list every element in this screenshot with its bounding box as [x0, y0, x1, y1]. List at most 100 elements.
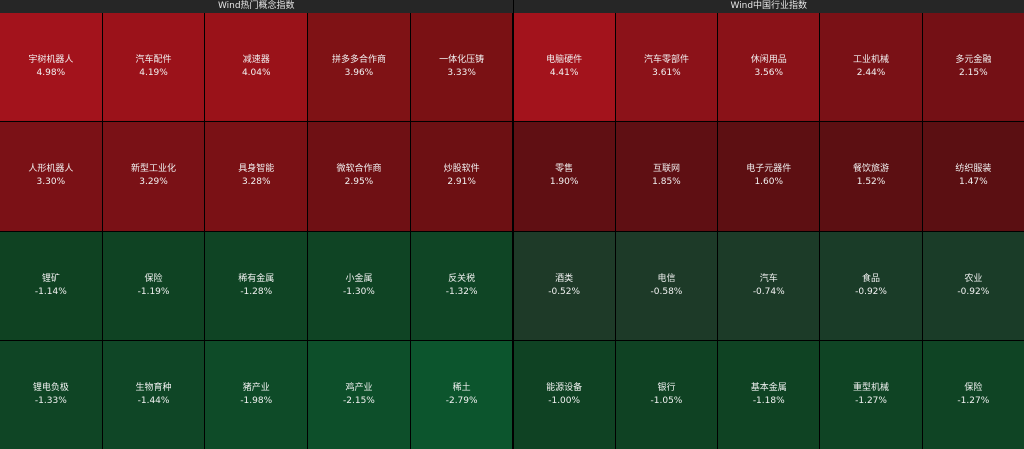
tile-name: 农业: [964, 273, 983, 284]
index-tile[interactable]: 小金属 -1.30%: [308, 231, 410, 340]
tile-change: 4.04%: [241, 68, 271, 79]
tile-change: -1.18%: [752, 395, 785, 406]
index-tile[interactable]: 工业机械 2.44%: [820, 13, 922, 122]
index-tile[interactable]: 锂矿 -1.14%: [0, 231, 102, 340]
tile-change: -0.58%: [650, 286, 683, 297]
index-tile[interactable]: 电信 -0.58%: [615, 231, 718, 340]
tile-name: 锂电负极: [32, 382, 69, 393]
tile-name: 反关税: [448, 273, 476, 284]
index-tile[interactable]: 保险 -1.19%: [102, 231, 205, 340]
tile-change: -0.52%: [548, 286, 581, 297]
tile-name: 保险: [964, 382, 983, 393]
tile-name: 零售: [555, 164, 574, 175]
index-tile[interactable]: 食品 -0.92%: [820, 231, 922, 340]
tile-change: 3.28%: [241, 177, 271, 188]
tile-change: 1.90%: [549, 177, 579, 188]
tile-change: 1.85%: [652, 177, 681, 188]
index-tile[interactable]: 休闲用品 3.56%: [718, 13, 820, 122]
tile-change: -1.19%: [137, 286, 170, 297]
tile-name: 宇树机器人: [28, 55, 74, 66]
tile-name: 稀有金属: [238, 273, 275, 284]
tile-name: 保险: [144, 273, 163, 284]
industry-index-panel: Wind中国行业指数 电脑硬件 4.41% 汽车零部件 3.61% 休闲用品 3.56% 工…: [512, 0, 1024, 449]
tile-name: 稀土: [452, 382, 471, 393]
tile-change: -1.44%: [137, 395, 170, 406]
tile-change: -0.92%: [855, 286, 887, 297]
index-tile[interactable]: 反关税 -1.32%: [410, 231, 513, 340]
tile-change: 3.29%: [139, 177, 168, 188]
tile-change: 2.15%: [959, 68, 988, 79]
tile-change: 1.60%: [754, 177, 784, 188]
index-tile[interactable]: 零售 1.90%: [513, 122, 615, 231]
index-tile[interactable]: 新型工业化 3.29%: [102, 122, 205, 231]
index-tile[interactable]: 能源设备 -1.00%: [513, 340, 615, 449]
tile-name: 拼多多合作商: [331, 55, 386, 66]
index-tile[interactable]: 具身智能 3.28%: [205, 122, 308, 231]
tile-change: 2.95%: [344, 177, 374, 188]
tile-change: 4.98%: [36, 68, 66, 79]
tile-name: 具身智能: [238, 164, 275, 175]
index-tile[interactable]: 稀有金属 -1.28%: [205, 231, 308, 340]
index-tile[interactable]: 纺织服装 1.47%: [922, 122, 1024, 231]
tile-change: -1.14%: [34, 286, 67, 297]
index-tile[interactable]: 鸡产业 -2.15%: [308, 340, 410, 449]
tile-change: -1.28%: [240, 286, 273, 297]
tile-change: 4.41%: [549, 68, 579, 79]
tile-name: 重型机械: [853, 382, 890, 393]
index-tile[interactable]: 锂电负极 -1.33%: [0, 340, 102, 449]
tile-change: 4.19%: [139, 68, 168, 79]
tile-name: 汽车: [759, 273, 778, 284]
index-tile[interactable]: 宇树机器人 4.98%: [0, 13, 102, 122]
tile-name: 电子元器件: [746, 164, 792, 175]
index-tile[interactable]: 汽车零部件 3.61%: [615, 13, 718, 122]
index-tile[interactable]: 一体化压铸 3.33%: [410, 13, 513, 122]
tile-name: 猪产业: [242, 382, 270, 393]
index-tile[interactable]: 生物育种 -1.44%: [102, 340, 205, 449]
tile-name: 餐饮旅游: [853, 164, 890, 175]
index-tile[interactable]: 餐饮旅游 1.52%: [820, 122, 922, 231]
tile-change: -1.32%: [445, 286, 478, 297]
concept-index-grid: 宇树机器人 4.98% 汽车配件 4.19% 减速器 4.04% 拼多多合作商 3.96% 一体…: [0, 13, 513, 449]
tile-name: 小金属: [345, 273, 373, 284]
index-tile[interactable]: 汽车 -0.74%: [718, 231, 820, 340]
tile-name: 酒类: [555, 273, 574, 284]
index-tile[interactable]: 农业 -0.92%: [922, 231, 1024, 340]
tile-change: -2.79%: [445, 395, 478, 406]
panel-title: Wind中国行业指数: [513, 0, 1024, 13]
index-tile[interactable]: 基本金属 -1.18%: [718, 340, 820, 449]
index-tile[interactable]: 电子元器件 1.60%: [718, 122, 820, 231]
index-tile[interactable]: 猪产业 -1.98%: [205, 340, 308, 449]
tile-change: -0.74%: [752, 286, 785, 297]
index-tile[interactable]: 互联网 1.85%: [615, 122, 718, 231]
index-tile[interactable]: 酒类 -0.52%: [513, 231, 615, 340]
tile-change: 2.91%: [447, 177, 476, 188]
tile-name: 食品: [862, 273, 881, 284]
index-tile[interactable]: 多元金融 2.15%: [922, 13, 1024, 122]
tile-name: 汽车零部件: [643, 55, 689, 66]
index-tile[interactable]: 汽车配件 4.19%: [102, 13, 205, 122]
index-tile[interactable]: 人形机器人 3.30%: [0, 122, 102, 231]
index-tile[interactable]: 银行 -1.05%: [615, 340, 718, 449]
tile-name: 能源设备: [546, 382, 583, 393]
index-tile[interactable]: 减速器 4.04%: [205, 13, 308, 122]
tile-change: -1.05%: [650, 395, 683, 406]
tile-name: 减速器: [242, 55, 270, 66]
tile-change: 2.44%: [856, 68, 886, 79]
index-tile[interactable]: 电脑硬件 4.41%: [513, 13, 615, 122]
tile-name: 鸡产业: [345, 382, 373, 393]
tile-name: 基本金属: [750, 382, 787, 393]
tile-name: 工业机械: [853, 55, 890, 66]
index-tile[interactable]: 拼多多合作商 3.96%: [308, 13, 410, 122]
tile-name: 多元金融: [955, 55, 992, 66]
index-tile[interactable]: 稀土 -2.79%: [410, 340, 513, 449]
index-tile[interactable]: 保险 -1.27%: [922, 340, 1024, 449]
panel-title: Wind热门概念指数: [0, 0, 513, 13]
index-tile[interactable]: 微软合作商 2.95%: [308, 122, 410, 231]
tile-change: -1.00%: [548, 395, 581, 406]
tile-change: 3.33%: [447, 68, 476, 79]
tile-name: 炒股软件: [443, 164, 480, 175]
tile-name: 微软合作商: [336, 164, 382, 175]
index-tile[interactable]: 重型机械 -1.27%: [820, 340, 922, 449]
index-tile[interactable]: 炒股软件 2.91%: [410, 122, 513, 231]
